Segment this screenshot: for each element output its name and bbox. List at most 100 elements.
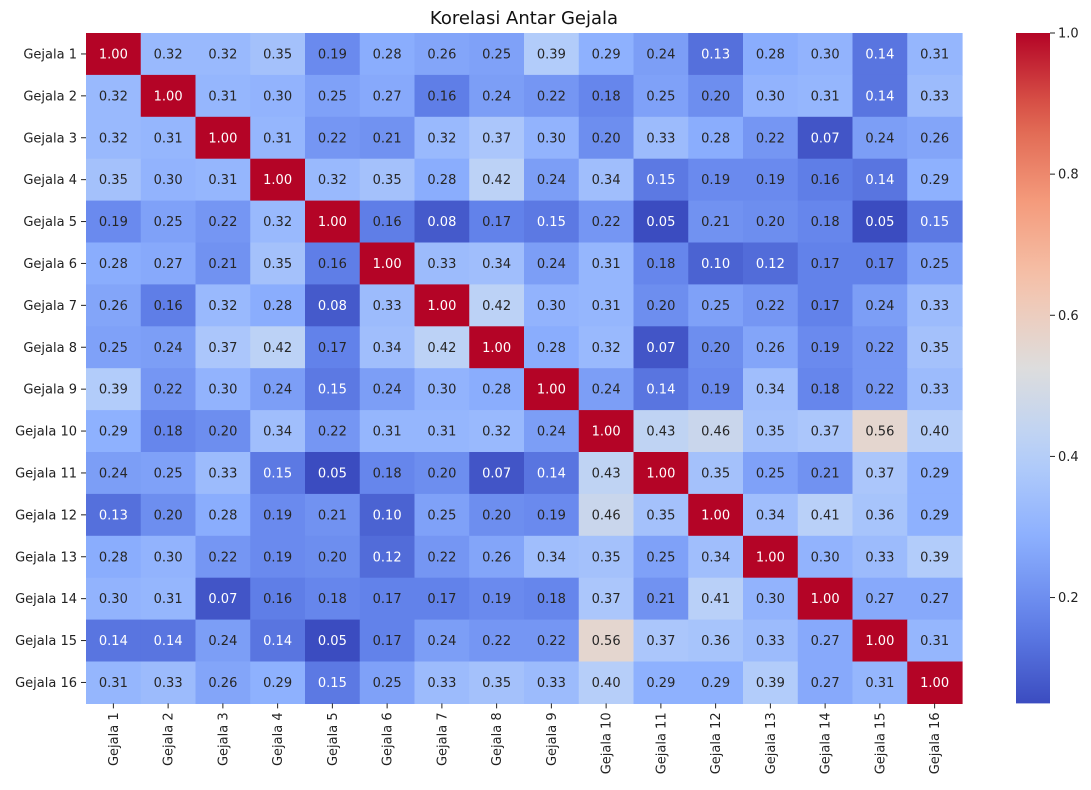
heatmap-cell	[305, 33, 361, 76]
heatmap-cell	[633, 284, 689, 327]
x-tick-label: Gejala 13	[764, 712, 779, 774]
cell-value-label: 0.19	[537, 508, 566, 523]
cell-value-label: 0.18	[537, 592, 566, 607]
cell-value-label: 0.16	[263, 592, 292, 607]
heatmap-cell	[469, 410, 525, 453]
heatmap-cell	[524, 74, 580, 118]
cell-value-label: 0.17	[373, 592, 402, 607]
cell-value-label: 0.31	[920, 634, 949, 649]
heatmap-cell	[414, 493, 470, 537]
heatmap-cell	[743, 619, 799, 663]
heatmap-cell	[469, 326, 525, 369]
heatmap-cell	[414, 326, 470, 369]
heatmap-cell	[305, 577, 361, 621]
cell-value-label: 0.07	[811, 131, 840, 146]
cell-value-label: 0.26	[920, 131, 949, 146]
heatmap-cell	[633, 577, 689, 621]
heatmap-cell	[414, 116, 470, 160]
cell-value-label: 0.31	[154, 592, 183, 607]
cell-value-label: 0.35	[592, 550, 621, 565]
colorbar-tick-label: 0.6	[1058, 309, 1079, 324]
cell-value-label: 0.24	[482, 89, 511, 104]
cell-value-label: 1.00	[263, 173, 292, 188]
cell-value-label: 0.40	[920, 425, 949, 440]
heatmap-cell	[743, 284, 799, 327]
heatmap-cell	[86, 493, 142, 537]
x-tick-label: Gejala 9	[545, 712, 560, 766]
cell-value-label: 0.22	[318, 425, 347, 440]
cell-value-label: 0.39	[756, 676, 785, 691]
colorbar: 0.2 0.4 0.6 0.8 1.0	[1016, 27, 1079, 704]
heatmap-cell	[359, 116, 416, 160]
cell-value-label: 0.25	[154, 215, 183, 230]
cell-value-label: 0.43	[592, 466, 621, 481]
cell-value-label: 0.05	[318, 634, 347, 649]
heatmap-cell	[688, 284, 744, 327]
cell-value-label: 0.24	[646, 47, 675, 62]
cell-value-label: 0.32	[318, 173, 347, 188]
heatmap-cell	[797, 452, 854, 495]
heatmap-cell	[578, 116, 635, 160]
heatmap-cell	[743, 493, 799, 537]
heatmap-cell	[140, 661, 197, 704]
heatmap-cell	[359, 577, 416, 621]
cell-value-label: 0.34	[701, 550, 730, 565]
heatmap-cell	[578, 493, 635, 537]
heatmap-cell	[305, 452, 361, 495]
heatmap-cell	[633, 242, 689, 285]
heatmap-cell	[469, 33, 525, 76]
cell-value-label: 0.28	[208, 508, 237, 523]
heatmap-cell	[797, 661, 854, 704]
cell-value-label: 0.20	[427, 466, 456, 481]
heatmap-cell	[140, 33, 197, 76]
cell-value-label: 0.35	[482, 676, 511, 691]
heatmap-cell	[907, 577, 963, 621]
heatmap-cell	[633, 74, 689, 118]
cell-value-label: 0.33	[373, 299, 402, 314]
cell-value-label: 0.32	[427, 131, 456, 146]
cell-value-label: 0.20	[646, 299, 675, 314]
heatmap-cell	[852, 661, 908, 704]
heatmap-cell	[414, 242, 470, 285]
heatmap-cell	[907, 284, 963, 327]
cell-value-label: 0.24	[99, 466, 128, 481]
cell-value-label: 0.30	[756, 592, 785, 607]
heatmap-cell	[743, 326, 799, 369]
heatmap-cell	[743, 116, 799, 160]
heatmap-cell	[140, 368, 197, 411]
heatmap-cell	[633, 619, 689, 663]
y-tick-label: Gejala 8	[23, 341, 77, 356]
heatmap-cell	[633, 493, 689, 537]
heatmap-cell	[140, 284, 197, 327]
cell-value-label: 0.14	[865, 47, 894, 62]
cell-value-label: 0.36	[865, 508, 894, 523]
colorbar-tick-label: 0.4	[1058, 450, 1079, 465]
heatmap-cell	[852, 74, 908, 118]
cell-value-label: 0.28	[427, 173, 456, 188]
heatmap-cell	[414, 661, 470, 704]
cell-value-label: 0.39	[920, 550, 949, 565]
cell-value-label: 0.22	[208, 215, 237, 230]
cell-value-label: 0.21	[373, 131, 402, 146]
heatmap-cell	[743, 33, 799, 76]
cell-value-label: 1.00	[318, 215, 347, 230]
heatmap-cell	[852, 242, 908, 285]
cell-value-label: 0.28	[373, 47, 402, 62]
cell-value-label: 1.00	[99, 47, 128, 62]
heatmap-cell	[907, 158, 963, 202]
heatmap-cell	[633, 158, 689, 202]
x-tick-label: Gejala 4	[271, 712, 286, 766]
cell-value-label: 0.35	[701, 466, 730, 481]
y-tick-label: Gejala 13	[15, 550, 77, 565]
heatmap-cell	[524, 116, 580, 160]
heatmap-cell	[578, 326, 635, 369]
cell-value-label: 0.18	[154, 425, 183, 440]
heatmap-cell	[743, 200, 799, 244]
heatmap-cell	[195, 242, 251, 285]
heatmap-cell	[86, 619, 142, 663]
cell-value-label: 0.30	[263, 89, 292, 104]
heatmap-cell	[195, 619, 251, 663]
cell-value-label: 0.35	[920, 341, 949, 356]
heatmap-cell	[414, 200, 470, 244]
cell-value-label: 0.17	[865, 257, 894, 272]
